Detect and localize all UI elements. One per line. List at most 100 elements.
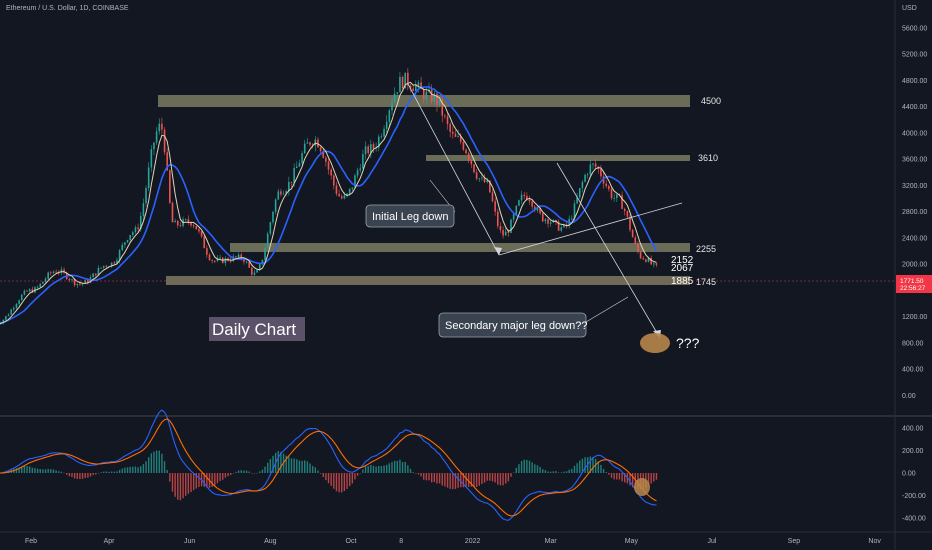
histogram-bar — [462, 473, 465, 488]
candle-body — [293, 168, 295, 183]
zone-2255[interactable] — [230, 243, 690, 252]
candle-body — [465, 149, 467, 154]
candle-body — [430, 89, 433, 102]
histogram-bar — [655, 473, 658, 480]
candle-body — [637, 243, 639, 252]
callout-initial-leg-text: Initial Leg down — [372, 211, 448, 223]
candle-body — [547, 219, 549, 224]
candle-body — [473, 164, 475, 173]
histogram-bar — [616, 473, 618, 480]
histogram-bar — [534, 464, 536, 473]
histogram-bar — [539, 466, 541, 473]
histogram-bar — [581, 458, 584, 473]
candle-body — [528, 199, 531, 202]
histogram-bar — [269, 458, 272, 473]
candle-body — [452, 131, 454, 134]
level-label-2255: 2255 — [696, 244, 716, 254]
histogram-bar — [97, 473, 100, 474]
histogram-bar — [446, 473, 449, 488]
candle-body — [195, 226, 198, 230]
candle-body — [248, 261, 250, 268]
candle-body — [81, 283, 84, 285]
histogram-bar — [563, 471, 565, 473]
histogram-bar — [126, 467, 129, 473]
histogram-bar — [600, 464, 602, 473]
candle-body — [436, 93, 438, 106]
moving-average-fast — [0, 81, 657, 324]
histogram-bar — [235, 471, 237, 473]
callout-secondary-leg[interactable] — [438, 312, 587, 338]
callout-initial-leg[interactable] — [365, 204, 455, 228]
candle-body — [36, 286, 39, 288]
histogram-bar — [494, 473, 496, 483]
candle-body — [47, 272, 49, 279]
candle-body — [531, 201, 533, 207]
candle-body — [470, 160, 473, 165]
target-circle[interactable] — [640, 333, 670, 353]
candle-body — [499, 226, 502, 231]
histogram-bar — [433, 473, 436, 483]
histogram-bar — [594, 458, 597, 473]
histogram-bar — [58, 471, 60, 473]
histogram-bar — [73, 473, 76, 479]
current-price-countdown: 22:56:27 — [900, 285, 926, 292]
histogram-bar — [108, 471, 110, 473]
candle-body — [539, 208, 541, 214]
candle-body — [454, 133, 457, 137]
candle-body — [192, 225, 195, 227]
candle-body — [388, 110, 391, 122]
histogram-bar — [624, 473, 626, 483]
candle-body — [401, 76, 404, 89]
histogram-bar — [116, 471, 118, 473]
histogram-bar — [224, 473, 227, 478]
histogram-bar — [113, 471, 116, 473]
price-tick-label: 1200.00 — [902, 314, 927, 321]
time-tick-label: May — [625, 538, 639, 545]
zone-3610[interactable] — [426, 155, 690, 161]
candle-body — [288, 181, 290, 192]
candle-body — [224, 258, 227, 264]
histogram-bar — [386, 464, 388, 473]
histogram-bar — [475, 473, 478, 487]
candle-body — [457, 136, 459, 137]
histogram-bar — [338, 473, 340, 493]
initial-leg-arrow — [407, 83, 500, 256]
candle-body — [26, 290, 28, 292]
histogram-bar — [597, 461, 599, 473]
histogram-bar — [507, 473, 510, 482]
candle-body — [102, 265, 105, 268]
histogram-bar — [187, 473, 190, 494]
histogram-bar — [23, 465, 26, 473]
histogram-bar — [515, 467, 517, 473]
candle-body — [171, 202, 174, 223]
histogram-bar — [367, 466, 369, 473]
candle-body — [124, 242, 126, 245]
candle-body — [584, 174, 586, 182]
histogram-bar — [222, 473, 224, 480]
candle-body — [589, 164, 592, 175]
price-tick-label: 4800.00 — [902, 78, 927, 85]
candle-body — [645, 259, 647, 262]
histogram-bar — [375, 466, 377, 473]
candle-body — [187, 219, 190, 223]
candle-body — [420, 82, 422, 90]
histogram-bar — [565, 471, 568, 473]
histogram-bar — [380, 466, 383, 473]
histogram-bar — [95, 473, 97, 475]
oscillator-circle[interactable] — [634, 478, 650, 496]
candle-body — [158, 123, 161, 132]
candle-body — [282, 193, 285, 195]
candle-body — [71, 279, 73, 281]
candle-body — [526, 195, 528, 200]
candle-body — [370, 144, 372, 154]
histogram-bar — [478, 473, 480, 486]
candle-body — [301, 153, 303, 164]
histogram-bar — [100, 472, 102, 473]
candle-body — [560, 227, 563, 231]
zone-1745[interactable] — [166, 276, 690, 285]
candle-body — [256, 269, 258, 273]
level-label-3610: 3610 — [698, 153, 718, 163]
candle-body — [650, 257, 652, 265]
histogram-bar — [105, 471, 108, 473]
